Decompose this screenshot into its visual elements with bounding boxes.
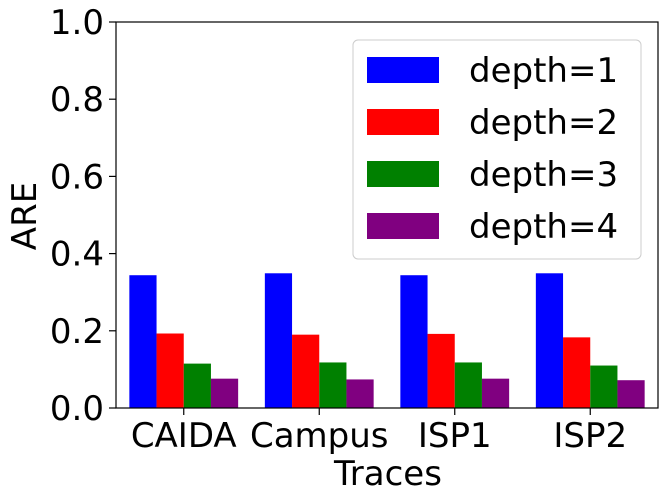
legend-swatch xyxy=(367,109,439,135)
plot-frame xyxy=(115,21,659,409)
bar-campus-2 xyxy=(292,334,320,408)
bars-group xyxy=(129,273,645,408)
legend-label: depth=3 xyxy=(469,155,618,195)
y-axis-label: ARE xyxy=(5,182,45,250)
bar-campus-1 xyxy=(264,273,293,408)
bar-isp1-4 xyxy=(481,378,510,408)
bar-isp2-2 xyxy=(563,337,591,408)
bar-isp1-3 xyxy=(454,362,482,408)
x-axis: CAIDA Campus ISP1 ISP2 xyxy=(131,408,627,456)
bar-caida-2 xyxy=(156,333,184,408)
legend-swatch xyxy=(367,57,439,83)
x-tick-label: ISP1 xyxy=(418,416,492,456)
y-tick-label: 0.6 xyxy=(50,157,104,197)
legend-label: depth=4 xyxy=(469,207,618,247)
bar-campus-3 xyxy=(319,362,347,408)
bar-caida-1 xyxy=(129,275,157,408)
bar-isp1-2 xyxy=(427,333,455,408)
y-tick-label: 0.4 xyxy=(50,235,104,275)
y-axis: 0.0 0.2 0.4 0.6 0.8 1.0 xyxy=(50,3,116,429)
bar-isp2-3 xyxy=(590,365,618,408)
legend-frame xyxy=(352,39,642,260)
x-tick-label: CAIDA xyxy=(131,416,237,456)
bar-isp1-1 xyxy=(400,275,428,408)
bar-isp2-1 xyxy=(535,273,564,408)
legend-label: depth=2 xyxy=(469,103,618,143)
bar-caida-3 xyxy=(183,363,211,408)
x-axis-label: Traces xyxy=(333,454,442,494)
legend: depth=1 depth=2 depth=3 depth=4 xyxy=(352,39,642,260)
y-tick-label: 0.2 xyxy=(50,312,104,352)
x-tick-label: ISP2 xyxy=(553,416,627,456)
bar-isp2-4 xyxy=(617,380,645,408)
bar-caida-4 xyxy=(210,378,239,408)
x-tick-label: Campus xyxy=(250,416,389,456)
legend-label: depth=1 xyxy=(469,51,618,91)
y-tick-label: 0.8 xyxy=(50,80,104,120)
bar-campus-4 xyxy=(346,379,374,408)
y-tick-label: 0.0 xyxy=(50,389,104,429)
y-tick-label: 1.0 xyxy=(50,3,104,43)
legend-swatch xyxy=(367,213,439,239)
legend-swatch xyxy=(367,161,439,187)
